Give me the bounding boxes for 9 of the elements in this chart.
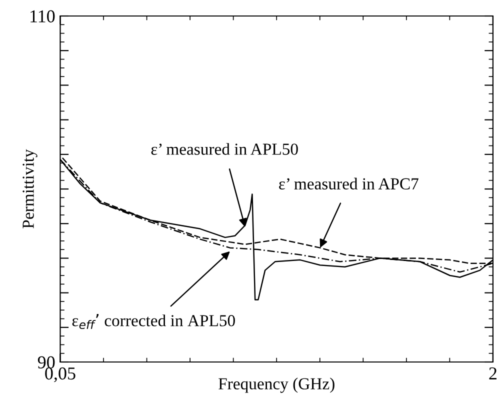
annotation: ε’ measured in APC7 [279,178,418,190]
y-tick-label: 110 [30,10,55,22]
y-axis-title: Permittivity [22,149,38,228]
x-tick-label: 0,05 [45,367,76,382]
y-tick-label: 90 [38,356,55,368]
annotation: ε$_{eff}$’ corrected in APL50 [72,314,235,330]
annotation: ε’ measured in APL50 [151,143,298,155]
x-tick-label: 2 [489,367,496,380]
x-axis-title: Frequency (GHz) [218,378,334,393]
